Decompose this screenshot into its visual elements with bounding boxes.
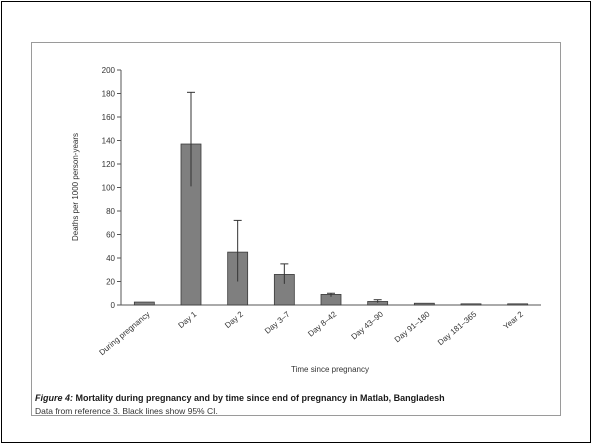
- x-axis-label: Time since pregnancy: [291, 365, 369, 374]
- y-axis-label: Deaths per 1000 person-years: [71, 133, 80, 241]
- x-tick-label: Year 2: [502, 309, 526, 331]
- figure-caption: Figure 4: Mortality during pregnancy and…: [35, 392, 555, 418]
- y-tick-label: 100: [102, 184, 116, 193]
- x-tick-label: Day 2: [223, 309, 245, 330]
- x-tick-label: During pregnancy: [97, 310, 151, 357]
- figure-panel: [31, 42, 561, 416]
- y-tick-label: 180: [102, 90, 116, 99]
- caption-note: Data from reference 3. Black lines show …: [35, 406, 218, 416]
- y-tick-label: 80: [106, 207, 115, 216]
- y-axis: 0 20 40 60 80 100 120 140 160 180 200: [102, 66, 122, 310]
- x-tick-label: Day 8–42: [306, 309, 338, 338]
- bar: [413, 302, 435, 306]
- x-tick-label: Day 1: [176, 309, 198, 330]
- x-tick-label: Day 181–365: [436, 309, 479, 347]
- caption-title: Figure 4: Mortality during pregnancy and…: [35, 392, 555, 405]
- bar: [133, 301, 155, 306]
- y-tick-label: 60: [106, 231, 115, 240]
- bar: [460, 303, 482, 306]
- y-tick-label: 120: [102, 160, 116, 169]
- x-tick-label: Day 43–90: [350, 309, 386, 341]
- x-tick-label: Day 3–7: [263, 309, 292, 335]
- y-tick-label: 20: [106, 278, 115, 287]
- y-tick-label: 140: [102, 137, 116, 146]
- y-tick-label: 160: [102, 113, 116, 122]
- y-tick-label: 200: [102, 66, 116, 75]
- x-tick-label: Day 91–180: [393, 309, 432, 344]
- y-tick-label: 40: [106, 254, 115, 263]
- caption-title-text: Mortality during pregnancy and by time s…: [73, 393, 445, 403]
- figure-number: Figure 4:: [35, 393, 74, 403]
- error-bars: [187, 91, 382, 303]
- bars: [133, 143, 529, 306]
- bar: [507, 303, 529, 306]
- y-tick-label: 0: [111, 301, 116, 310]
- x-tick-labels: During pregnancy Day 1 Day 2 Day 3–7 Day 8–4…: [97, 309, 525, 357]
